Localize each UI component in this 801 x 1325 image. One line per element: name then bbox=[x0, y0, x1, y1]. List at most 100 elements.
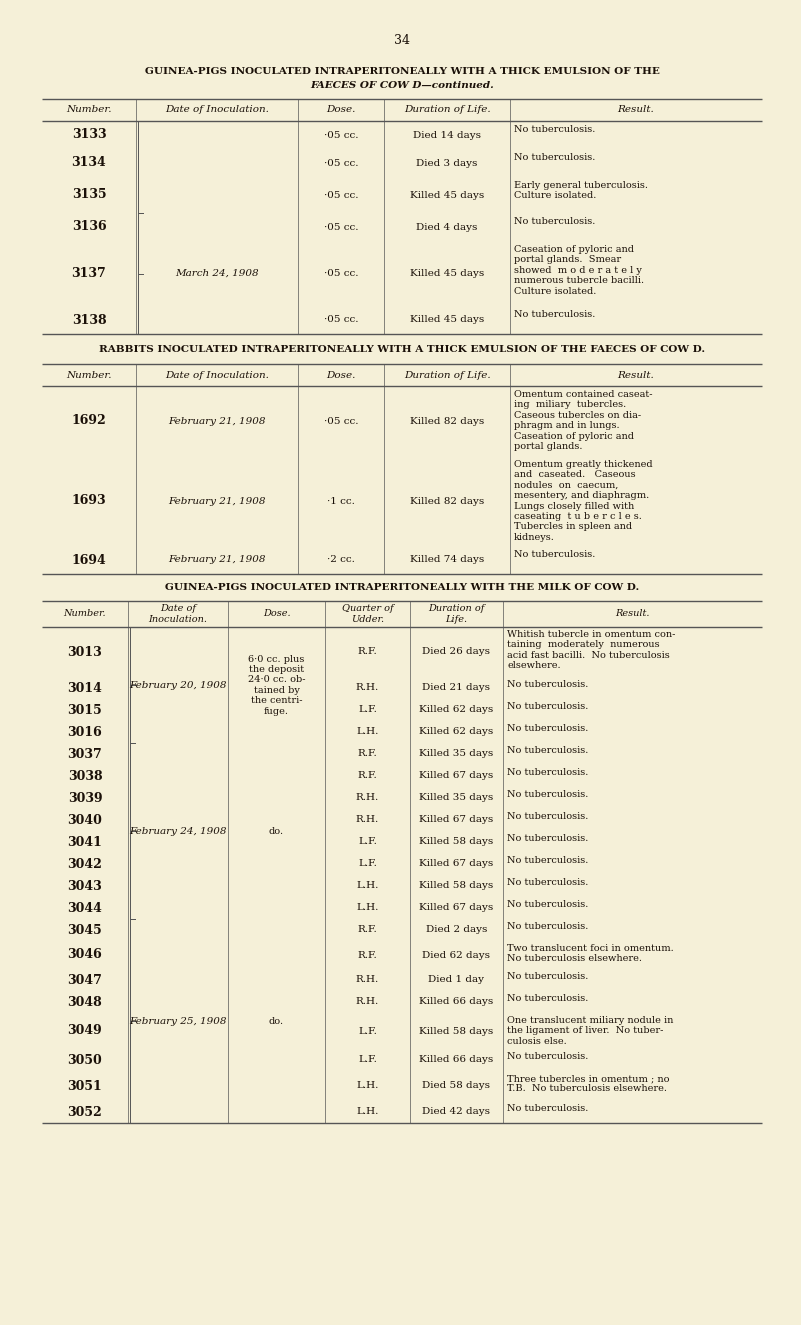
Text: R.F.: R.F. bbox=[357, 771, 377, 780]
Text: No tuberculosis.: No tuberculosis. bbox=[507, 994, 589, 1003]
Text: Killed 66 days: Killed 66 days bbox=[420, 1056, 493, 1064]
Text: L.F.: L.F. bbox=[358, 1056, 377, 1064]
Text: No tuberculosis.: No tuberculosis. bbox=[507, 723, 589, 733]
Text: 3135: 3135 bbox=[71, 188, 107, 201]
Text: Date of
Inoculation.: Date of Inoculation. bbox=[148, 604, 207, 624]
Text: do.: do. bbox=[269, 1016, 284, 1026]
Text: do.: do. bbox=[269, 827, 284, 836]
Text: 1694: 1694 bbox=[71, 554, 107, 567]
Text: Three tubercles in omentum ; no
T.B.  No tuberculosis elsewhere.: Three tubercles in omentum ; no T.B. No … bbox=[507, 1075, 670, 1093]
Text: Killed 82 days: Killed 82 days bbox=[410, 416, 484, 425]
Text: R.H.: R.H. bbox=[356, 684, 379, 693]
Text: No tuberculosis.: No tuberculosis. bbox=[507, 812, 589, 822]
Text: Number.: Number. bbox=[66, 371, 112, 379]
Text: No tuberculosis.: No tuberculosis. bbox=[514, 217, 595, 227]
Text: No tuberculosis.: No tuberculosis. bbox=[514, 125, 595, 134]
Text: 6·0 cc. plus
the deposit
24·0 cc. ob-
tained by
the centri-
fuge.: 6·0 cc. plus the deposit 24·0 cc. ob- ta… bbox=[248, 655, 305, 716]
Text: Duration of Life.: Duration of Life. bbox=[404, 371, 490, 379]
Text: No tuberculosis.: No tuberculosis. bbox=[507, 680, 589, 689]
Text: Number.: Number. bbox=[64, 610, 107, 619]
Text: Died 26 days: Died 26 days bbox=[422, 648, 490, 656]
Text: L.F.: L.F. bbox=[358, 1027, 377, 1036]
Text: No tuberculosis.: No tuberculosis. bbox=[514, 310, 595, 319]
Text: Killed 74 days: Killed 74 days bbox=[410, 555, 484, 564]
Text: GUINEA-PIGS INOCULATED INTRAPERITONEALLY WITH THE MILK OF COW D.: GUINEA-PIGS INOCULATED INTRAPERITONEALLY… bbox=[165, 583, 639, 592]
Text: No tuberculosis.: No tuberculosis. bbox=[507, 922, 589, 931]
Text: Dose.: Dose. bbox=[263, 610, 290, 619]
Text: 3014: 3014 bbox=[67, 681, 103, 694]
Text: GUINEA-PIGS INOCULATED INTRAPERITONEALLY WITH A THICK EMULSION OF THE: GUINEA-PIGS INOCULATED INTRAPERITONEALLY… bbox=[144, 68, 659, 77]
Text: 3046: 3046 bbox=[67, 949, 103, 962]
Text: Died 1 day: Died 1 day bbox=[429, 975, 485, 984]
Text: One translucent miliary nodule in
the ligament of liver.  No tuber-
culosis else: One translucent miliary nodule in the li… bbox=[507, 1016, 674, 1045]
Text: L.H.: L.H. bbox=[356, 1081, 379, 1090]
Text: Killed 67 days: Killed 67 days bbox=[420, 815, 493, 824]
Text: R.F.: R.F. bbox=[357, 950, 377, 959]
Text: ·05 cc.: ·05 cc. bbox=[324, 315, 358, 325]
Text: ·05 cc.: ·05 cc. bbox=[324, 416, 358, 425]
Text: 3015: 3015 bbox=[67, 704, 103, 717]
Text: Caseation of pyloric and
portal glands.  Smear
showed  m o d e r a t e l y
numer: Caseation of pyloric and portal glands. … bbox=[514, 245, 644, 295]
Text: No tuberculosis.: No tuberculosis. bbox=[507, 1052, 589, 1061]
Text: L.F.: L.F. bbox=[358, 860, 377, 868]
Text: ·05 cc.: ·05 cc. bbox=[324, 191, 358, 200]
Text: L.H.: L.H. bbox=[356, 881, 379, 890]
Text: R.F.: R.F. bbox=[357, 750, 377, 758]
Text: Died 4 days: Died 4 days bbox=[417, 223, 477, 232]
Text: Result.: Result. bbox=[618, 371, 654, 379]
Text: No tuberculosis.: No tuberculosis. bbox=[514, 550, 595, 559]
Text: R.H.: R.H. bbox=[356, 815, 379, 824]
Text: Date of Inoculation.: Date of Inoculation. bbox=[165, 106, 269, 114]
Text: Killed 62 days: Killed 62 days bbox=[420, 705, 493, 714]
Text: February 21, 1908: February 21, 1908 bbox=[168, 555, 266, 564]
Text: Killed 35 days: Killed 35 days bbox=[420, 794, 493, 803]
Text: 3052: 3052 bbox=[67, 1105, 103, 1118]
Text: ·05 cc.: ·05 cc. bbox=[324, 269, 358, 278]
Text: 3134: 3134 bbox=[71, 156, 107, 170]
Text: Date of Inoculation.: Date of Inoculation. bbox=[165, 371, 269, 379]
Text: 3048: 3048 bbox=[67, 995, 103, 1008]
Text: ·1 cc.: ·1 cc. bbox=[327, 497, 355, 506]
Text: Died 42 days: Died 42 days bbox=[422, 1108, 490, 1117]
Text: 3044: 3044 bbox=[67, 901, 103, 914]
Text: 3051: 3051 bbox=[67, 1080, 103, 1093]
Text: Died 3 days: Died 3 days bbox=[417, 159, 477, 167]
Text: Duration of
Life.: Duration of Life. bbox=[429, 604, 485, 624]
Text: Killed 45 days: Killed 45 days bbox=[410, 269, 484, 278]
Text: R.F.: R.F. bbox=[357, 925, 377, 934]
Text: L.F.: L.F. bbox=[358, 705, 377, 714]
Text: No tuberculosis.: No tuberculosis. bbox=[507, 973, 589, 980]
Text: Early general tuberculosis.
Culture isolated.: Early general tuberculosis. Culture isol… bbox=[514, 182, 648, 200]
Text: 3043: 3043 bbox=[67, 880, 103, 893]
Text: L.H.: L.H. bbox=[356, 904, 379, 913]
Text: Number.: Number. bbox=[66, 106, 112, 114]
Text: 1693: 1693 bbox=[71, 494, 107, 507]
Text: No tuberculosis.: No tuberculosis. bbox=[507, 1104, 589, 1113]
Text: Killed 35 days: Killed 35 days bbox=[420, 750, 493, 758]
Text: 3016: 3016 bbox=[67, 726, 103, 738]
Text: Died 21 days: Died 21 days bbox=[422, 684, 490, 693]
Text: Result.: Result. bbox=[618, 106, 654, 114]
Text: Died 58 days: Died 58 days bbox=[422, 1081, 490, 1090]
Text: February 25, 1908: February 25, 1908 bbox=[129, 1016, 227, 1026]
Text: Omentum contained caseat-
ing  miliary  tubercles.
Caseous tubercles on dia-
phr: Omentum contained caseat- ing miliary tu… bbox=[514, 390, 653, 450]
Text: ·05 cc.: ·05 cc. bbox=[324, 223, 358, 232]
Text: L.H.: L.H. bbox=[356, 727, 379, 737]
Text: 3136: 3136 bbox=[71, 220, 107, 233]
Text: No tuberculosis.: No tuberculosis. bbox=[507, 878, 589, 886]
Text: Died 62 days: Died 62 days bbox=[422, 950, 490, 959]
Text: 3039: 3039 bbox=[68, 791, 103, 804]
Text: 3047: 3047 bbox=[67, 974, 103, 987]
Text: 3045: 3045 bbox=[67, 924, 103, 937]
Text: February 21, 1908: February 21, 1908 bbox=[168, 416, 266, 425]
Text: L.H.: L.H. bbox=[356, 1108, 379, 1117]
Text: Died 2 days: Died 2 days bbox=[426, 925, 487, 934]
Text: R.H.: R.H. bbox=[356, 794, 379, 803]
Text: ·05 cc.: ·05 cc. bbox=[324, 159, 358, 167]
Text: Killed 45 days: Killed 45 days bbox=[410, 191, 484, 200]
Text: 3133: 3133 bbox=[71, 129, 107, 142]
Text: 3049: 3049 bbox=[67, 1024, 103, 1037]
Text: L.F.: L.F. bbox=[358, 837, 377, 847]
Text: 3138: 3138 bbox=[71, 314, 107, 326]
Text: No tuberculosis.: No tuberculosis. bbox=[507, 900, 589, 909]
